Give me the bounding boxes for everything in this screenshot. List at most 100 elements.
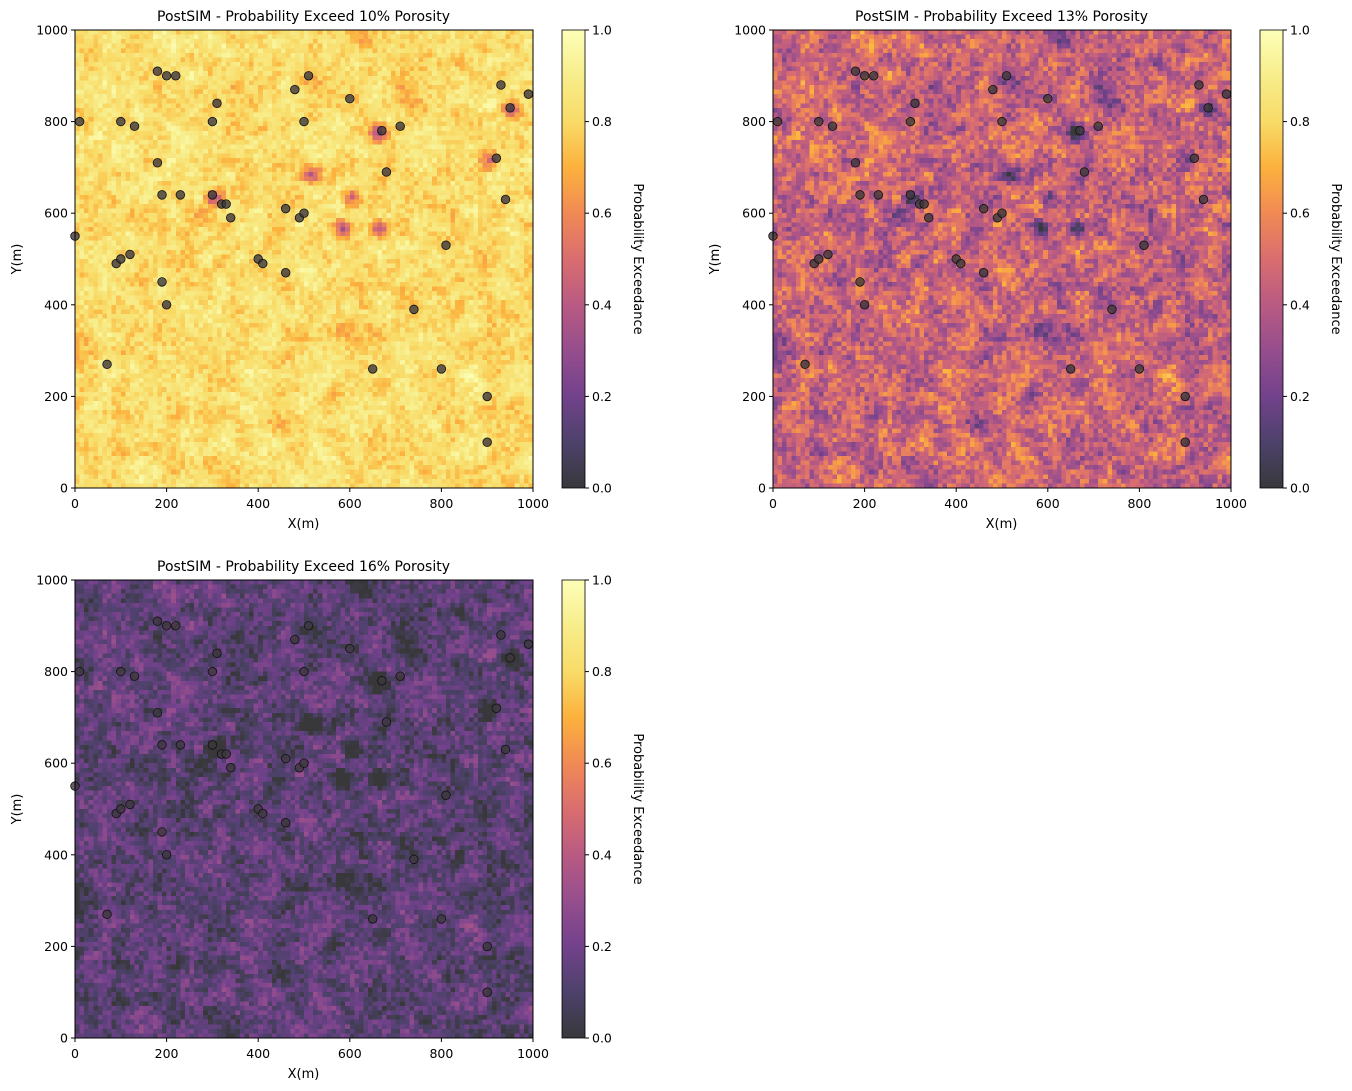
well-point [1001,71,1012,81]
x-tick-label: 200 [155,1046,179,1061]
well-point [125,799,135,810]
well-point [814,116,824,127]
well-point [116,666,126,677]
well-point [303,621,314,631]
y-tick-label: 400 [44,847,68,862]
colorbar-tick-label: 0.4 [592,297,612,312]
well-point [280,753,291,764]
well-point [772,116,783,127]
x-axis-ticks: 0 200 400 600 800 1000 [71,488,549,511]
well-point [102,359,112,370]
well-point [171,621,181,631]
well-point [1198,194,1209,205]
well-point [368,914,378,924]
well-point [1139,240,1149,250]
well-point [850,66,861,76]
well-point [1180,391,1190,402]
well-point [280,203,291,214]
well-point [157,190,167,200]
y-tick-label: 1000 [734,23,766,38]
well-point [221,199,231,209]
well-point [207,116,218,127]
chart-title: PostSIM - Probability Exceed 16% Porosit… [157,559,450,575]
well-point [161,71,172,81]
y-axis-ticks: 0 200 400 600 800 1000 [734,23,773,496]
well-point [1075,126,1085,136]
well-point [395,121,405,131]
well-point [859,300,870,310]
colorbar-label: Probability Exceedance [630,733,645,884]
colorbar-ticks: 0.0 0.2 0.4 0.6 0.8 1.0 [585,573,612,1046]
well-point [997,208,1007,218]
well-point [299,666,309,677]
well-point [1134,364,1145,374]
well-point [381,717,392,727]
well-point [299,116,309,127]
x-tick-label: 200 [155,496,179,511]
colorbar: 0.0 0.2 0.4 0.6 0.8 1.0 Probability Exceedanc… [1259,23,1343,496]
well-point [1180,437,1190,447]
y-axis-ticks: 0 200 400 600 800 1000 [36,573,75,1046]
well-point [505,653,515,663]
well-point [1065,364,1076,374]
plot-frame [772,29,1232,489]
well-point [505,103,515,113]
y-tick-label: 0 [60,481,68,496]
x-axis-ticks: 0 200 400 600 800 1000 [769,488,1247,511]
well-point [377,676,387,686]
y-tick-label: 0 [758,481,766,496]
well-point [978,203,989,214]
well-point [157,277,167,287]
heatmap-image [75,30,533,488]
x-axis-label: X(m) [288,517,320,532]
colorbar-tick-label: 0.4 [1290,297,1310,312]
well-markers [70,616,534,997]
well-markers [70,66,534,447]
y-tick-label: 400 [742,297,766,312]
well-point [161,621,172,631]
well-point [157,740,167,750]
y-tick-label: 800 [44,114,68,129]
well-point [290,84,300,95]
x-tick-label: 800 [1127,496,1151,511]
x-tick-label: 800 [429,496,453,511]
well-point [523,639,534,649]
well-point [523,89,534,99]
colorbar-tick-label: 1.0 [1290,23,1310,38]
x-tick-label: 1000 [517,1046,549,1061]
well-point [129,121,140,131]
y-tick-label: 1000 [36,573,68,588]
colorbar-label: Probability Exceedance [630,183,645,334]
colorbar-ticks: 0.0 0.2 0.4 0.6 0.8 1.0 [1283,23,1310,496]
x-tick-label: 800 [429,1046,453,1061]
colorbar-tick-label: 0.6 [1290,206,1310,221]
well-point [905,190,916,200]
colorbar-tick-label: 0.0 [1290,481,1310,496]
well-point [161,850,172,860]
well-point [280,818,291,828]
y-tick-label: 600 [44,206,68,221]
well-point [116,116,126,127]
well-point [152,66,163,76]
well-point [873,190,884,200]
y-axis-ticks: 0 200 400 600 800 1000 [36,23,75,496]
well-point [116,804,126,814]
well-point [152,616,163,626]
well-point [152,708,163,718]
chart-panel-10pct: PostSIM - Probability Exceed 10% Porosit… [10,9,645,532]
well-markers [768,66,1232,447]
plot-frame [74,579,534,1039]
colorbar-label: Probability Exceedance [1328,183,1343,334]
well-point [175,740,186,750]
well-point [482,987,492,997]
x-tick-label: 1000 [517,496,549,511]
x-tick-label: 600 [338,496,362,511]
x-tick-label: 1000 [1215,496,1247,511]
well-point [377,126,387,136]
well-point [1043,93,1053,104]
y-tick-label: 600 [742,206,766,221]
well-point [299,758,309,768]
x-tick-label: 400 [246,1046,270,1061]
well-point [500,744,511,755]
y-axis-label: Y(m) [10,794,25,826]
